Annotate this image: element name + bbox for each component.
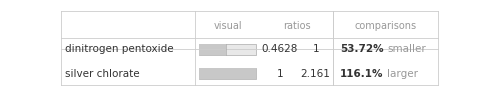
Text: ratios: ratios bbox=[283, 21, 311, 31]
Text: 1: 1 bbox=[277, 69, 283, 79]
Text: silver chlorate: silver chlorate bbox=[65, 69, 139, 79]
Text: dinitrogen pentoxide: dinitrogen pentoxide bbox=[65, 44, 173, 54]
Text: 116.1%: 116.1% bbox=[340, 69, 384, 79]
Text: 1: 1 bbox=[312, 44, 319, 54]
Text: comparisons: comparisons bbox=[355, 21, 416, 31]
Text: 2.161: 2.161 bbox=[300, 69, 331, 79]
Bar bbox=[199, 68, 256, 79]
Bar bbox=[199, 44, 226, 55]
Text: visual: visual bbox=[214, 21, 242, 31]
Bar bbox=[199, 68, 256, 79]
Text: larger: larger bbox=[387, 69, 418, 79]
Text: 53.72%: 53.72% bbox=[340, 44, 384, 54]
Text: smaller: smaller bbox=[387, 44, 426, 54]
Text: 0.4628: 0.4628 bbox=[262, 44, 298, 54]
Bar bbox=[199, 44, 256, 55]
